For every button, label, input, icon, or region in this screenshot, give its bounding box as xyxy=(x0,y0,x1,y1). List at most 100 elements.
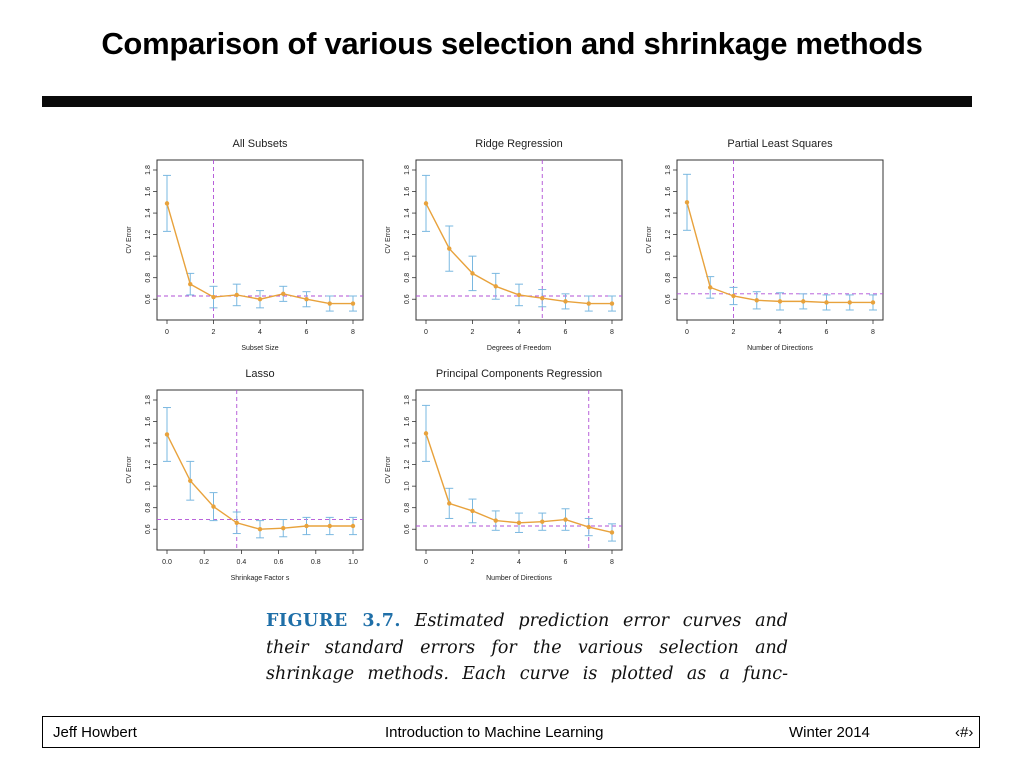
data-point xyxy=(540,519,545,524)
data-point xyxy=(350,301,356,306)
x-tick-label: 6 xyxy=(564,559,568,566)
x-tick-label: 4 xyxy=(517,559,521,566)
y-tick-label: 0.8 xyxy=(665,273,672,283)
cv-error-curve xyxy=(166,203,353,305)
plot-frame xyxy=(156,389,364,551)
chart-panel: Ridge Regression 0.6 0.8 1.0 1.2 1.4 1.6 1.8 0 2 4… xyxy=(385,138,623,352)
x-tick-label: 2 xyxy=(212,329,216,336)
data-point xyxy=(164,432,170,437)
y-tick-label: 1.2 xyxy=(145,230,152,240)
data-point xyxy=(847,300,852,305)
chart-title: Principal Components Regression xyxy=(436,368,602,380)
x-axis-label: Subset Size xyxy=(241,345,278,352)
figure-caption: FIGURE 3.7. Estimated prediction error c… xyxy=(266,608,788,688)
caption-line: their standard errors for the various se… xyxy=(266,637,788,658)
data-point xyxy=(447,246,452,251)
y-axis-label: CV Error xyxy=(385,456,392,484)
y-tick-label: 1.8 xyxy=(404,165,411,175)
data-point xyxy=(754,298,759,303)
data-point xyxy=(234,520,239,525)
data-point xyxy=(684,200,690,205)
y-tick-label: 1.6 xyxy=(404,187,411,197)
x-tick-label: 8 xyxy=(871,329,875,336)
data-point xyxy=(609,530,615,535)
x-tick-label: 0 xyxy=(685,329,689,336)
data-point xyxy=(327,523,332,529)
data-point xyxy=(493,284,498,289)
figure-panels: All Subsets 0.6 0.8 1.0 1.2 1.4 1.6 1.8 0 2 4 6 8 Sub… xyxy=(126,138,884,582)
data-point xyxy=(211,504,216,509)
x-tick-label: 0 xyxy=(165,329,169,336)
data-point xyxy=(708,285,713,290)
y-tick-label: 1.0 xyxy=(145,481,152,491)
x-tick-label: 0 xyxy=(424,559,428,566)
data-point xyxy=(304,297,309,302)
y-tick-label: 0.8 xyxy=(404,273,411,283)
y-axis-label: CV Error xyxy=(126,456,133,484)
y-axis-label: CV Error xyxy=(385,226,392,254)
x-tick-label: 0.6 xyxy=(274,559,284,566)
y-tick-label: 0.6 xyxy=(404,524,411,534)
x-tick-label: 2 xyxy=(471,329,475,336)
data-point xyxy=(563,517,568,522)
x-axis-label: Shrinkage Factor s xyxy=(231,575,290,582)
y-tick-label: 1.2 xyxy=(404,460,411,470)
y-tick-label: 0.8 xyxy=(404,503,411,513)
slide-title: Comparison of various selection and shri… xyxy=(101,26,923,61)
data-point xyxy=(188,281,193,287)
y-tick-label: 1.2 xyxy=(404,230,411,240)
caption-text: Estimated prediction error curves and xyxy=(414,611,788,631)
data-point xyxy=(870,300,876,305)
chart-panel: Principal Components Regression 0.6 0.8 1.0… xyxy=(385,368,623,582)
y-tick-label: 1.8 xyxy=(145,395,152,405)
data-point xyxy=(609,301,615,306)
data-point xyxy=(350,523,356,529)
slide-footer: Jeff Howbert Introduction to Machine Lea… xyxy=(42,716,980,748)
y-tick-label: 1.2 xyxy=(665,230,672,240)
y-axis-label: CV Error xyxy=(646,226,653,254)
y-tick-label: 0.8 xyxy=(145,273,152,283)
x-tick-label: 2 xyxy=(471,559,475,566)
data-point xyxy=(447,501,452,506)
footer-term: Winter 2014 xyxy=(789,724,870,741)
data-point xyxy=(731,293,736,299)
y-tick-label: 1.6 xyxy=(145,187,152,197)
x-tick-label: 0.2 xyxy=(199,559,209,566)
y-tick-label: 0.6 xyxy=(145,524,152,534)
chart-title: Ridge Regression xyxy=(475,138,562,150)
x-tick-label: 6 xyxy=(564,329,568,336)
x-tick-label: 2 xyxy=(732,329,736,336)
y-tick-label: 1.2 xyxy=(145,460,152,470)
x-tick-label: 0 xyxy=(424,329,428,336)
y-tick-label: 1.8 xyxy=(665,165,672,175)
data-point xyxy=(257,297,263,302)
x-tick-label: 8 xyxy=(351,329,355,336)
data-point xyxy=(801,299,806,304)
x-tick-label: 8 xyxy=(610,559,614,566)
y-tick-label: 1.0 xyxy=(404,251,411,261)
y-tick-label: 0.6 xyxy=(404,294,411,304)
cv-error-curve xyxy=(686,202,873,304)
data-point xyxy=(164,201,170,206)
x-tick-label: 8 xyxy=(610,329,614,336)
data-point xyxy=(423,201,429,206)
footer-course: Introduction to Machine Learning xyxy=(385,724,604,741)
caption-line: shrinkage methods. Each curve is plotted… xyxy=(266,664,788,684)
figure-area: All Subsets 0.6 0.8 1.0 1.2 1.4 1.6 1.8 0 2 4 6 8 Sub… xyxy=(126,138,884,582)
data-point xyxy=(188,478,193,483)
y-tick-label: 1.0 xyxy=(404,481,411,491)
chart-title: Partial Least Squares xyxy=(727,138,833,150)
footer-page-number: ‹#› xyxy=(955,724,974,741)
y-tick-label: 1.6 xyxy=(404,417,411,427)
y-tick-label: 1.4 xyxy=(404,208,411,218)
data-point xyxy=(516,520,522,525)
x-tick-label: 6 xyxy=(825,329,829,336)
data-point xyxy=(516,292,522,298)
footer-author: Jeff Howbert xyxy=(53,724,137,741)
data-point xyxy=(540,295,545,301)
chart-panel: Lasso 0.6 0.8 1.0 1.2 1.4 1.6 1.8 0.0 0.2 0.4 0.6 0.… xyxy=(126,368,364,582)
y-tick-label: 0.8 xyxy=(145,503,152,513)
data-point xyxy=(327,301,332,306)
data-point xyxy=(586,524,591,530)
x-axis-label: Number of Directions xyxy=(747,345,813,352)
